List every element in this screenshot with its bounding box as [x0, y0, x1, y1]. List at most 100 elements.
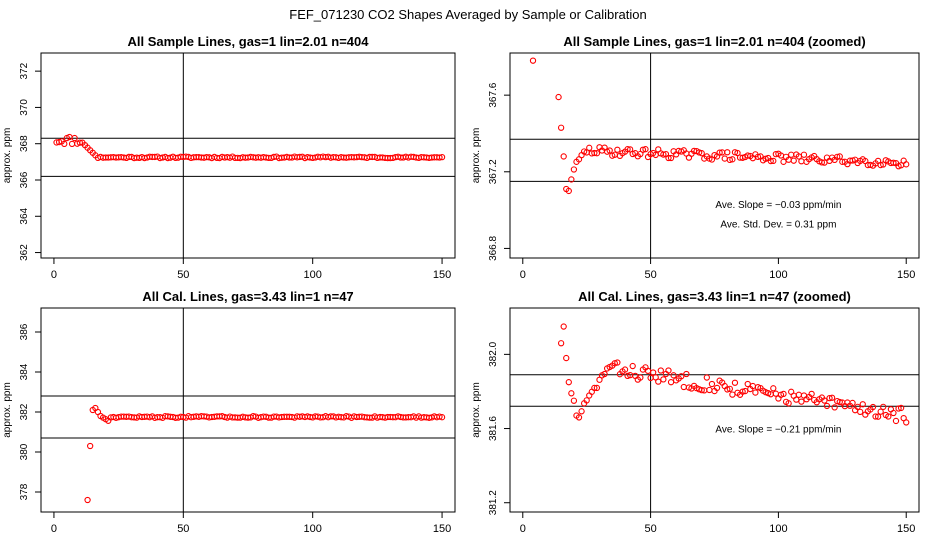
annotation: Ave. Std. Dev. = 0.31 ppm [720, 219, 836, 230]
data-point [650, 369, 657, 376]
plots: All Sample Lines, gas=1 lin=2.01 n=404 0 5… [2, 34, 920, 535]
data-point [586, 392, 593, 399]
data-point [529, 57, 537, 64]
data-point [680, 383, 687, 391]
plot-frame [40, 307, 456, 513]
data-series [529, 57, 910, 195]
x-tick-label: 0 [520, 269, 526, 281]
data-point [880, 403, 887, 410]
data-point [565, 379, 572, 386]
data-point [665, 154, 672, 162]
y-tick-label: 368 [19, 135, 30, 152]
data-point [788, 151, 795, 158]
data-point [624, 146, 631, 153]
data-point [683, 370, 690, 378]
data-point [621, 366, 629, 373]
data-point [578, 408, 585, 415]
data-series [84, 404, 446, 504]
panel-title: All Cal. Lines, gas=3.43 lin=1 n=47 (zoo… [578, 289, 851, 304]
x-tick-label: 150 [897, 523, 915, 535]
data-point [591, 149, 598, 157]
data-point [793, 396, 800, 403]
data-point [885, 413, 892, 420]
data-point [826, 394, 833, 402]
data-point [800, 392, 808, 399]
x-tick-label: 100 [769, 269, 787, 281]
data-point [555, 93, 562, 101]
panel-title: All Sample Lines, gas=1 lin=2.01 n=404 [128, 34, 370, 49]
data-point [877, 161, 884, 169]
data-point [780, 390, 787, 398]
x-tick-label: 50 [644, 269, 656, 281]
data-point [570, 166, 578, 173]
data-point [754, 153, 762, 160]
y-axis-label: approx. ppm [2, 128, 13, 184]
data-point [744, 380, 751, 388]
data-point [823, 402, 831, 410]
data-point [87, 442, 94, 450]
data-point [639, 146, 647, 153]
plot-frame [509, 52, 920, 259]
data-point [734, 149, 741, 157]
data-point [836, 398, 843, 406]
data-point [568, 176, 575, 183]
data-point [742, 387, 749, 395]
x-tick-label: 100 [769, 523, 787, 535]
data-point [583, 397, 590, 404]
data-point [818, 159, 826, 166]
y-tick-label: 386 [19, 323, 30, 340]
data-point [678, 373, 685, 380]
data-point [565, 187, 572, 195]
data-point [713, 384, 721, 392]
chart-panel-3: All Cal. Lines, gas=3.43 lin=1 n=47 0 50 10… [2, 289, 456, 535]
x-tick-label: 0 [520, 523, 526, 535]
data-point [800, 151, 808, 158]
data-point [708, 380, 716, 388]
data-point [731, 379, 739, 386]
x-tick-label: 100 [304, 269, 322, 281]
data-point [660, 376, 667, 383]
data-point [890, 409, 897, 417]
data-point [831, 404, 838, 411]
data-point [629, 362, 636, 370]
y-axis-label: approx. ppm [471, 382, 482, 438]
data-point [854, 403, 861, 410]
data-point [836, 153, 843, 160]
data-point [68, 140, 76, 148]
data-point [667, 379, 675, 386]
data-point [839, 158, 846, 165]
data-series [557, 323, 910, 426]
y-tick-label: 378 [19, 483, 30, 500]
data-point [744, 152, 751, 159]
data-point [857, 408, 864, 416]
data-point [614, 359, 621, 366]
data-point [61, 140, 68, 148]
data-point [780, 158, 787, 165]
data-point [438, 153, 446, 161]
y-tick-label: 384 [19, 363, 30, 380]
data-point [767, 157, 774, 165]
y-tick-label: 381.2 [488, 490, 499, 515]
data-point [611, 360, 618, 367]
data-point [563, 354, 570, 362]
figure-title: FEF_071230 CO2 Shapes Averaged by Sample… [289, 7, 646, 22]
y-tick-label: 382.0 [488, 341, 499, 366]
data-point [798, 158, 805, 165]
data-point [726, 385, 733, 393]
data-point [591, 384, 598, 392]
plot-frame [509, 307, 920, 513]
data-point [698, 150, 705, 157]
data-point [877, 408, 884, 415]
y-tick-label: 381.6 [488, 416, 499, 441]
data-point [903, 419, 910, 426]
data-point [770, 385, 777, 392]
data-point [752, 389, 759, 396]
data-point [706, 386, 713, 394]
data-point [436, 154, 443, 161]
y-tick-label: 382 [19, 403, 30, 420]
data-point [642, 146, 649, 153]
data-point [739, 388, 746, 395]
panel-title: All Cal. Lines, gas=3.43 lin=1 n=47 [142, 289, 353, 304]
x-tick-label: 150 [897, 269, 915, 281]
